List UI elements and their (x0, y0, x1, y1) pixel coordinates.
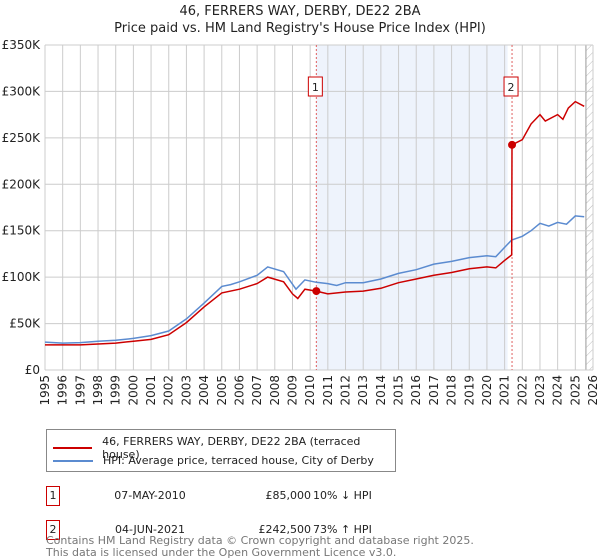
sale-price: £85,000 (265, 489, 312, 502)
x-tick-label: 2020 (480, 375, 494, 406)
hatched-future (585, 45, 593, 370)
sale-point (312, 287, 321, 296)
y-tick-label: £300K (2, 84, 42, 98)
sale-badge-box (503, 76, 519, 97)
y-tick-label: £250K (2, 131, 42, 145)
x-tick-label: 2002 (162, 375, 176, 406)
x-tick-label: 2024 (551, 375, 565, 406)
legend-item-hpi: HPI: Average price, terraced house, City… (53, 454, 374, 467)
x-tick-label: 2017 (427, 375, 441, 406)
x-tick-label: 2004 (197, 375, 211, 406)
legend-label: 46, FERRERS WAY, DERBY, DE22 2BA (terrac… (102, 435, 361, 461)
x-tick-label: 1995 (38, 375, 52, 406)
series-line-property (45, 100, 585, 346)
shaded-period (316, 45, 508, 370)
y-tick-label: £100K (2, 270, 42, 284)
x-tick-label: 1998 (91, 375, 105, 406)
x-tick-label: 1997 (73, 375, 87, 406)
x-tick-label: 2008 (268, 375, 282, 406)
x-tick-label: 2005 (215, 375, 229, 406)
x-tick-label: 2019 (462, 375, 476, 406)
sale-date: 07-MAY-2010 (114, 489, 186, 502)
y-tick-label: £350K (2, 38, 42, 52)
x-tick-label: 2026 (586, 375, 600, 406)
x-tick-label: 2025 (568, 375, 582, 406)
x-tick-label: 2011 (321, 375, 335, 406)
price-chart: 1995 1996 1997 1998 1999 2000 2001 2002 2003 2004… (2, 38, 600, 406)
chart-subtitle: Price paid vs. HM Land Registry's House … (114, 21, 486, 36)
sale-badge-label: 1 (312, 81, 319, 94)
x-tick-label: 2003 (179, 375, 193, 406)
legend-label: HPI: Average price, terraced house, City… (103, 454, 374, 467)
legend-swatch-red (53, 447, 93, 449)
footer-licence: This data is licensed under the Open Gov… (46, 546, 397, 559)
sale-marker-badge: 2 (46, 520, 60, 540)
series-line-hpi (44, 215, 585, 344)
y-tick-label: £200K (2, 177, 42, 191)
sale-price: £242,500 (258, 523, 312, 536)
x-tick-label: 1996 (56, 375, 70, 406)
sale-hpi-diff: 10% ↓ HPI (313, 489, 372, 502)
legend: 46, FERRERS WAY, DERBY, DE22 2BA (terrac… (46, 429, 396, 472)
sale-hpi-diff: 73% ↑ HPI (313, 523, 372, 536)
x-tick-label: 2023 (533, 375, 547, 406)
footer-copyright: Contains HM Land Registry data © Crown c… (46, 534, 474, 547)
x-tick-label: 2010 (303, 375, 317, 406)
x-tick-label: 2016 (409, 375, 423, 406)
x-tick-label: 2022 (515, 375, 529, 406)
legend-item-property: 46, FERRERS WAY, DERBY, DE22 2BA (terrac… (53, 435, 395, 461)
sale-point (508, 140, 517, 149)
x-tick-label: 2007 (250, 375, 264, 406)
x-tick-label: 2013 (356, 375, 370, 406)
y-tick-label: £0 (25, 363, 40, 377)
chart-title: 46, FERRERS WAY, DERBY, DE22 2BA (179, 4, 421, 19)
y-tick-label: £150K (2, 224, 42, 238)
x-tick-label: 1999 (109, 375, 123, 406)
x-tick-label: 2012 (339, 375, 353, 406)
sale-marker-badge: 1 (46, 486, 60, 506)
x-tick-label: 2009 (285, 375, 299, 406)
x-tick-label: 2015 (392, 375, 406, 406)
legend-swatch-blue (53, 459, 93, 462)
sale-date: 04-JUN-2021 (114, 523, 186, 536)
sale-badge-box (307, 76, 323, 97)
x-tick-label: 2001 (144, 375, 158, 406)
x-tick-label: 2014 (374, 375, 388, 406)
x-tick-label: 2000 (126, 375, 140, 406)
x-tick-label: 2021 (498, 375, 512, 406)
x-tick-label: 2018 (445, 375, 459, 406)
x-tick-label: 2006 (232, 375, 246, 406)
sale-badge-label: 2 (508, 81, 515, 94)
y-tick-label: £50K (9, 317, 41, 331)
